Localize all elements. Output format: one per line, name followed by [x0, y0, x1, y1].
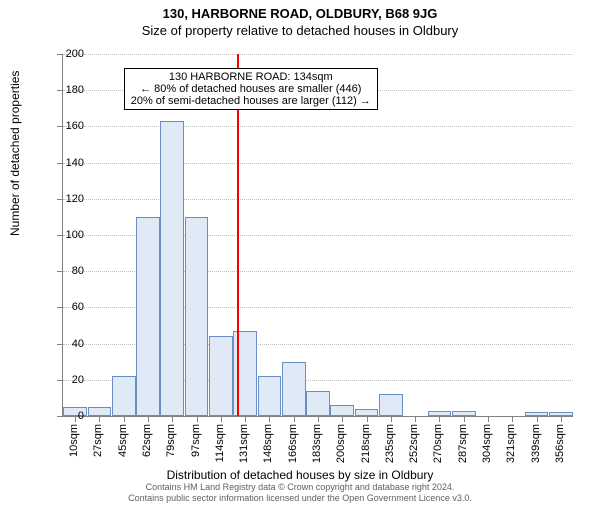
gridline	[63, 54, 573, 55]
x-tick-label: 304sqm	[481, 424, 493, 463]
histogram-bar	[209, 336, 233, 416]
x-tick	[172, 416, 173, 422]
footer-attribution: Contains HM Land Registry data © Crown c…	[0, 482, 600, 504]
annotation-line: 20% of semi-detached houses are larger (…	[131, 95, 371, 107]
footer-line-1: Contains HM Land Registry data © Crown c…	[0, 482, 600, 493]
gridline	[63, 126, 573, 127]
y-tick-label: 120	[54, 193, 84, 205]
x-tick	[342, 416, 343, 422]
x-tick-label: 79sqm	[165, 424, 177, 457]
x-tick	[245, 416, 246, 422]
histogram-bar	[88, 407, 112, 416]
x-tick-label: 97sqm	[190, 424, 202, 457]
x-axis-label: Distribution of detached houses by size …	[0, 468, 600, 482]
x-tick	[197, 416, 198, 422]
x-tick	[537, 416, 538, 422]
x-tick	[415, 416, 416, 422]
x-tick-label: 131sqm	[238, 424, 250, 463]
x-tick	[439, 416, 440, 422]
y-tick-label: 20	[54, 374, 84, 386]
x-tick-label: 114sqm	[214, 424, 226, 462]
histogram-bar	[379, 394, 403, 416]
x-tick-label: 287sqm	[457, 424, 469, 463]
x-tick-label: 45sqm	[117, 424, 129, 457]
x-tick	[488, 416, 489, 422]
histogram-bar	[330, 405, 354, 416]
y-tick-label: 160	[54, 120, 84, 132]
x-tick-label: 166sqm	[287, 424, 299, 463]
x-tick-label: 218sqm	[360, 424, 372, 463]
y-tick-label: 200	[54, 48, 84, 60]
y-tick-label: 140	[54, 157, 84, 169]
x-tick	[561, 416, 562, 422]
x-tick	[124, 416, 125, 422]
histogram-bar	[136, 217, 160, 416]
histogram-bar	[112, 376, 136, 416]
x-tick-label: 252sqm	[408, 424, 420, 463]
x-tick	[512, 416, 513, 422]
gridline	[63, 199, 573, 200]
annotation-line: ← 80% of detached houses are smaller (44…	[131, 83, 371, 95]
histogram-bar	[355, 409, 379, 416]
histogram-bar	[282, 362, 306, 416]
x-tick-label: 235sqm	[384, 424, 396, 463]
histogram-bar	[185, 217, 209, 416]
page-title: 130, HARBORNE ROAD, OLDBURY, B68 9JG	[0, 6, 600, 21]
x-tick	[294, 416, 295, 422]
x-tick-label: 10sqm	[68, 424, 80, 457]
annotation-line: 130 HARBORNE ROAD: 134sqm	[131, 71, 371, 83]
y-tick-label: 60	[54, 301, 84, 313]
chart-container: 130 HARBORNE ROAD: 134sqm← 80% of detach…	[62, 54, 572, 416]
x-tick	[148, 416, 149, 422]
plot-area: 130 HARBORNE ROAD: 134sqm← 80% of detach…	[62, 54, 573, 417]
y-tick-label: 0	[54, 410, 84, 422]
x-tick	[318, 416, 319, 422]
annotation-box: 130 HARBORNE ROAD: 134sqm← 80% of detach…	[124, 68, 378, 110]
y-tick-label: 80	[54, 265, 84, 277]
y-tick-label: 40	[54, 338, 84, 350]
x-tick	[269, 416, 270, 422]
x-tick	[99, 416, 100, 422]
x-tick	[391, 416, 392, 422]
y-axis-label: Number of detached properties	[8, 71, 22, 236]
y-tick-label: 100	[54, 229, 84, 241]
x-tick-label: 200sqm	[335, 424, 347, 463]
x-tick	[221, 416, 222, 422]
x-tick-label: 148sqm	[262, 424, 274, 463]
x-tick-label: 27sqm	[92, 424, 104, 457]
gridline	[63, 163, 573, 164]
x-tick	[367, 416, 368, 422]
x-tick-label: 356sqm	[554, 424, 566, 463]
footer-line-2: Contains public sector information licen…	[0, 493, 600, 504]
x-tick-label: 339sqm	[530, 424, 542, 463]
x-tick-label: 183sqm	[311, 424, 323, 463]
x-tick-label: 62sqm	[141, 424, 153, 457]
histogram-bar	[160, 121, 184, 416]
page-subtitle: Size of property relative to detached ho…	[0, 23, 600, 38]
histogram-bar	[306, 391, 330, 416]
x-tick	[464, 416, 465, 422]
x-tick-label: 321sqm	[505, 424, 517, 463]
histogram-bar	[258, 376, 282, 416]
x-tick-label: 270sqm	[432, 424, 444, 463]
y-tick-label: 180	[54, 84, 84, 96]
